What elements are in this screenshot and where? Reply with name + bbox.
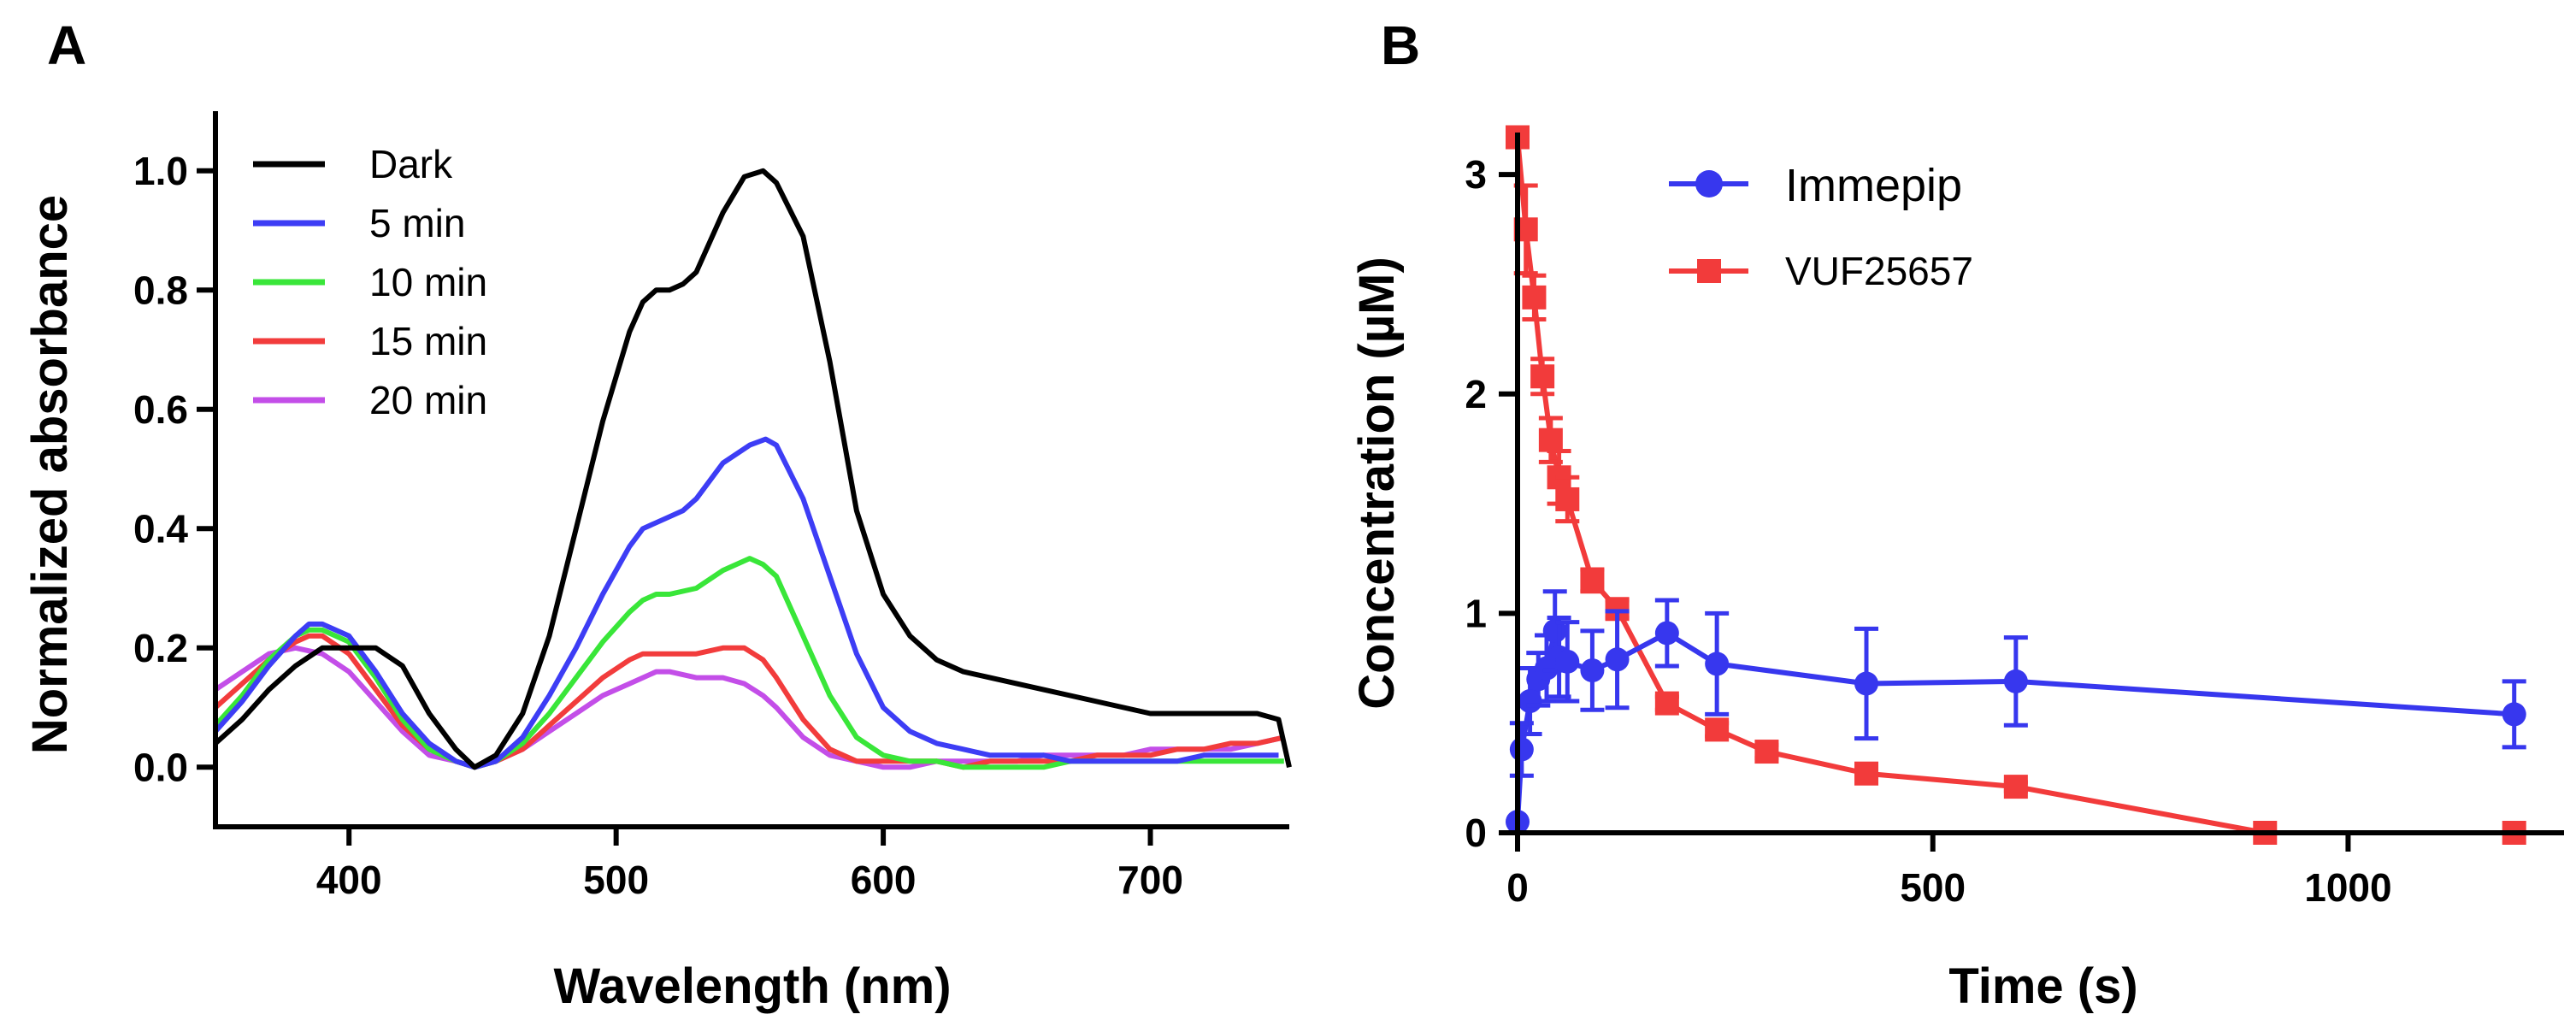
panel-a-series-line-3	[214, 633, 1285, 770]
panel-b-legend-marker-0	[1695, 170, 1723, 198]
panel-a-series-group	[213, 168, 1292, 770]
panel-b-y-tick-label: 0	[1465, 811, 1487, 855]
panel-b-y-ticks: 0 1 2 3	[1465, 152, 1518, 855]
panel-b-point-1	[1530, 364, 1555, 389]
panel-b-x-tick-label: 500	[1900, 865, 1966, 910]
panel-b-x-ticks: 0 500 1000	[1506, 833, 2392, 910]
panel-b-point-0	[1509, 737, 1534, 762]
panel-a-x-ticks: 400 500 600 700	[316, 827, 1183, 902]
panel-b-point-0	[2502, 702, 2526, 727]
panel-a: A 400 500 600 700 0.0 0.2 0.4 0.6 0.8 1.0 Wavele…	[22, 15, 1292, 1014]
panel-a-legend-label-1: 5 min	[369, 201, 465, 245]
panel-a-x-tick-label: 700	[1117, 858, 1183, 902]
panel-b-point-1	[1522, 285, 1547, 310]
panel-b-y-axis-title: Concentration (µM)	[1349, 257, 1405, 710]
panel-b-letter: B	[1381, 15, 1420, 76]
panel-a-y-tick-label: 0.4	[133, 506, 188, 551]
panel-a-y-axis-title: Normalized absorbance	[22, 195, 78, 754]
panel-b-point-1	[2003, 775, 2028, 799]
panel-a-y-tick-label: 0.2	[133, 626, 188, 670]
panel-b-y-tick-label: 2	[1465, 372, 1487, 416]
panel-b-point-1	[1538, 428, 1563, 452]
panel-b-point-1	[1654, 691, 1679, 716]
panel-a-legend-label-4: 20 min	[369, 378, 487, 422]
panel-a-legend-label-3: 15 min	[369, 319, 487, 363]
panel-b-x-axis-title: Time (s)	[1948, 958, 2137, 1014]
panel-b-y-tick-label: 3	[1465, 152, 1487, 197]
panel-b-point-1	[1580, 568, 1605, 593]
panel-b-point-1	[1705, 717, 1730, 742]
panel-b-point-1	[1854, 761, 1878, 786]
panel-a-series-line-2	[213, 556, 1284, 770]
panel-a-y-tick-label: 0.6	[133, 387, 188, 432]
panel-b-series-line-1	[1515, 137, 2514, 835]
panel-b-legend: Immepip VUF25657	[1669, 160, 1973, 293]
panel-a-y-ticks: 0.0 0.2 0.4 0.6 0.8 1.0	[133, 149, 215, 789]
panel-b-point-0	[2003, 669, 2028, 693]
panel-b-y-tick-label: 1	[1465, 591, 1487, 635]
panel-b-legend-marker-1	[1697, 259, 1721, 283]
panel-a-y-tick-label: 0.0	[133, 745, 188, 789]
panel-a-letter: A	[47, 15, 86, 76]
panel-b-point-0	[1555, 649, 1580, 674]
panel-b-x-tick-label: 1000	[2304, 865, 2391, 910]
panel-a-x-axis-title: Wavelength (nm)	[553, 958, 951, 1014]
panel-a-y-tick-label: 1.0	[133, 149, 188, 193]
panel-a-legend: Dark 5 min 10 min 15 min 20 min	[253, 142, 487, 422]
panel-b-legend-label-1: VUF25657	[1785, 249, 1973, 293]
panel-a-series-line-1	[213, 436, 1279, 770]
panel-b-legend-label-0: Immepip	[1785, 160, 1962, 211]
panel-b-point-0	[1705, 652, 1730, 676]
panel-b: B 0 500 1000 0 1 2 3 Time (s) Concentration (…	[1349, 15, 2564, 1014]
panel-b-point-0	[1654, 621, 1679, 646]
panel-b-point-0	[1854, 671, 1878, 696]
panel-b-point-1	[1754, 740, 1779, 764]
panel-a-series-line-0	[214, 168, 1292, 770]
panel-a-legend-label-0: Dark	[369, 142, 453, 186]
panel-a-x-tick-label: 600	[851, 858, 917, 902]
panel-a-x-tick-label: 500	[583, 858, 649, 902]
panel-b-series-group	[1506, 125, 2526, 845]
panel-a-x-tick-label: 400	[316, 858, 382, 902]
panel-a-y-tick-label: 0.8	[133, 268, 188, 312]
panel-b-point-0	[1580, 658, 1605, 683]
panel-b-point-0	[1605, 647, 1630, 672]
panel-a-legend-label-2: 10 min	[369, 260, 487, 304]
panel-b-point-1	[1555, 487, 1580, 511]
panel-b-x-tick-label: 0	[1506, 865, 1529, 910]
